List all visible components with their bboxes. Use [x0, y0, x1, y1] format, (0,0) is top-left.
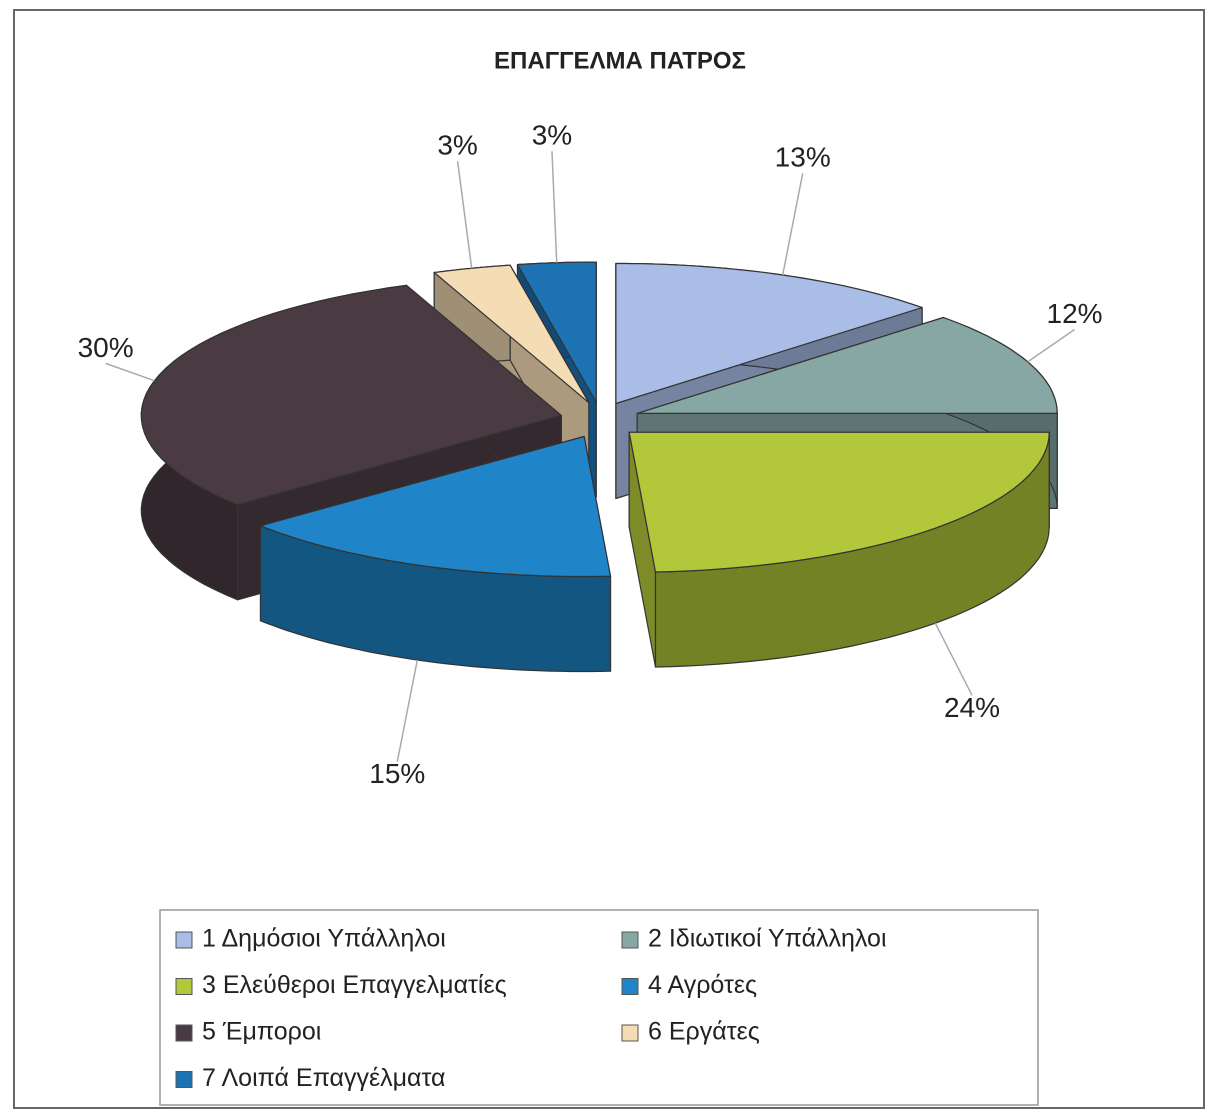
legend-label: 2 Ιδιωτικοί Υπάλληλοι — [648, 925, 887, 953]
legend-label: 7 Λοιπά Επαγγέλματα — [202, 1064, 445, 1092]
chart-title: ΕΠΑΓΓΕΛΜΑ ΠΑΤΡΟΣ — [494, 47, 746, 74]
data-label: 13% — [775, 142, 831, 173]
data-label: 3% — [532, 120, 572, 151]
legend-swatch — [175, 931, 193, 949]
data-label: 12% — [1047, 298, 1103, 329]
slice — [628, 431, 1050, 573]
data-label: 3% — [437, 130, 477, 161]
legend-label: 6 Εργάτες — [648, 1018, 760, 1046]
legend-swatch — [621, 1024, 639, 1042]
leader-line — [1027, 328, 1075, 363]
leader-line — [934, 622, 973, 696]
legend-label: 4 Αγρότες — [648, 971, 757, 999]
data-label: 15% — [369, 758, 425, 789]
slice — [615, 262, 923, 405]
leader-line — [105, 362, 155, 382]
data-label: 30% — [78, 332, 134, 363]
slice — [259, 435, 612, 578]
legend-label: 3 Ελεύθεροι Επαγγελματίες — [202, 971, 507, 999]
legend-swatch — [175, 978, 193, 995]
data-label: 24% — [944, 692, 1000, 723]
slice — [140, 284, 562, 506]
leader-line — [551, 151, 558, 263]
leader-line — [781, 173, 804, 276]
legend-label: 1 Δημόσιοι Υπάλληλοι — [202, 925, 446, 953]
legend-box — [159, 909, 1039, 1106]
legend-swatch — [621, 931, 639, 949]
legend-label: 5 Έμποροι — [202, 1018, 321, 1046]
legend-swatch — [621, 978, 639, 995]
legend-swatch — [175, 1071, 193, 1088]
leader-line — [396, 659, 419, 762]
slice — [433, 264, 590, 404]
leader-line — [456, 161, 473, 269]
legend-swatch — [175, 1024, 193, 1042]
